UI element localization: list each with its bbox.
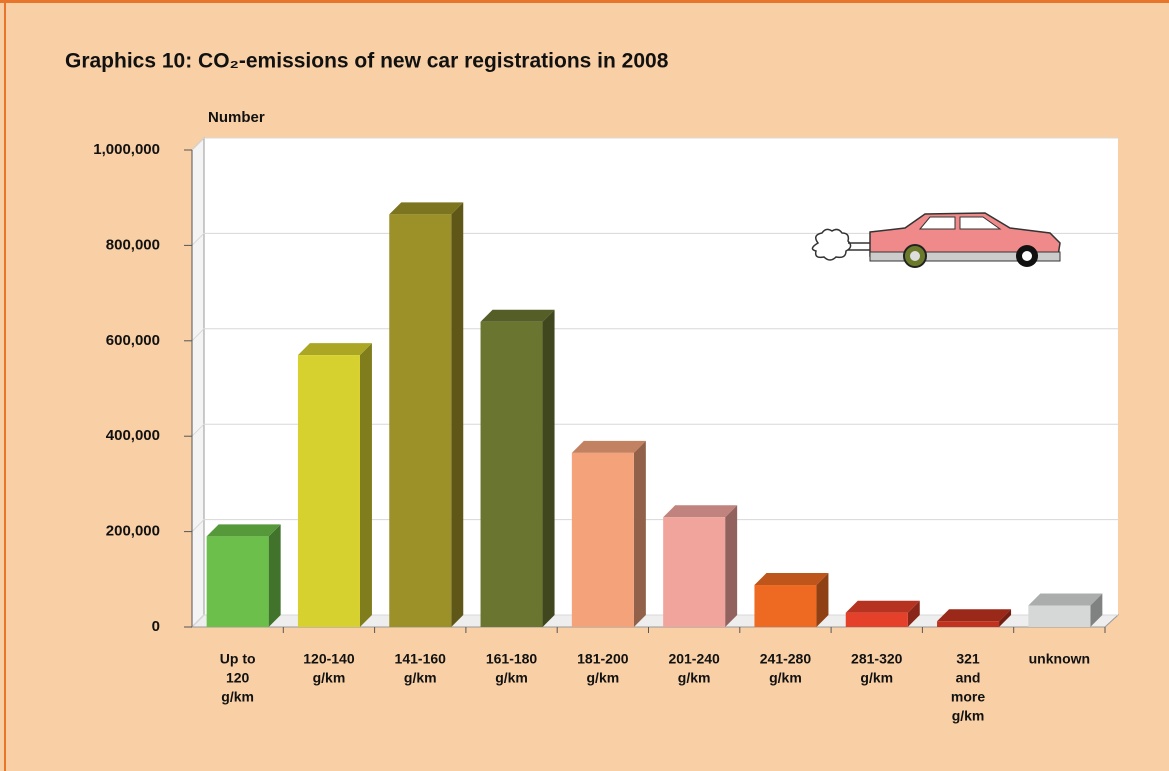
bar	[389, 214, 452, 627]
x-tick-label: 281-320	[851, 651, 903, 667]
x-tick-label: Up to	[220, 651, 256, 667]
x-tick-label: 321	[956, 651, 980, 667]
x-tick-label: unknown	[1029, 651, 1090, 667]
bars	[206, 202, 1103, 627]
bar	[480, 321, 543, 627]
bar-top	[480, 309, 555, 322]
bar-side	[359, 343, 372, 627]
bar	[937, 621, 1000, 627]
y-tick-label: 1,000,000	[93, 141, 160, 158]
chart-title: Graphics 10: CO₂-emissions of new car re…	[65, 50, 669, 73]
x-tick-label: 120	[226, 670, 250, 686]
x-tick-label: g/km	[495, 670, 528, 686]
x-tick-label: g/km	[313, 670, 346, 686]
grid-line	[191, 232, 1118, 246]
bar-top	[1028, 593, 1103, 606]
y-tick-label: 200,000	[106, 523, 160, 540]
bar	[206, 536, 269, 627]
bar-top	[937, 609, 1012, 622]
bar-side	[268, 524, 281, 627]
car-illustration	[811, 212, 1061, 268]
bar	[754, 585, 817, 627]
bar	[297, 355, 360, 627]
bar-side	[999, 609, 1012, 627]
bar	[571, 452, 634, 627]
x-tick-label: g/km	[678, 670, 711, 686]
x-tick-label: 181-200	[577, 651, 629, 667]
y-tick-label: 600,000	[106, 332, 160, 349]
bar	[845, 612, 908, 627]
bar-side	[907, 600, 920, 627]
bar-side	[725, 505, 738, 627]
bar	[1028, 605, 1091, 627]
y-tick-label: 0	[152, 618, 160, 635]
x-tick-label: g/km	[404, 670, 437, 686]
y-axis-title: Number	[208, 109, 265, 126]
x-tick-label: 141-160	[395, 651, 447, 667]
side-wall	[191, 136, 205, 629]
top-border	[0, 0, 1169, 3]
bar-top	[297, 343, 372, 356]
bar	[663, 517, 726, 627]
left-border	[4, 3, 6, 771]
bar-top	[845, 600, 920, 613]
x-tick-label: 241-280	[760, 651, 812, 667]
bar-top	[663, 505, 738, 518]
bar-side	[451, 202, 464, 627]
x-tick-label: 161-180	[486, 651, 538, 667]
x-tick-label: 120-140	[303, 651, 355, 667]
y-tick-label: 800,000	[106, 236, 160, 253]
x-tick-label: and	[956, 670, 981, 686]
grid-line	[191, 519, 1118, 532]
grid-line	[191, 137, 1118, 151]
x-tick-label: more	[951, 689, 985, 705]
bar-side	[1090, 593, 1103, 627]
x-tick-label: g/km	[769, 670, 802, 686]
x-tick-label: g/km	[952, 708, 985, 724]
grid-line	[191, 423, 1118, 437]
grid-line	[191, 328, 1118, 342]
x-tick-label: g/km	[860, 670, 893, 686]
bar-side	[542, 309, 555, 627]
x-tick-label: g/km	[221, 689, 254, 705]
bar-top	[754, 573, 829, 586]
bar-side	[633, 440, 646, 627]
grid	[191, 137, 1118, 628]
bar-side	[816, 573, 829, 627]
x-tick-label: g/km	[587, 670, 620, 686]
bar-top	[389, 202, 464, 215]
bar-top	[206, 524, 281, 537]
y-tick-label: 400,000	[106, 427, 160, 444]
x-tick-label: 201-240	[668, 651, 720, 667]
bar-top	[571, 440, 646, 453]
